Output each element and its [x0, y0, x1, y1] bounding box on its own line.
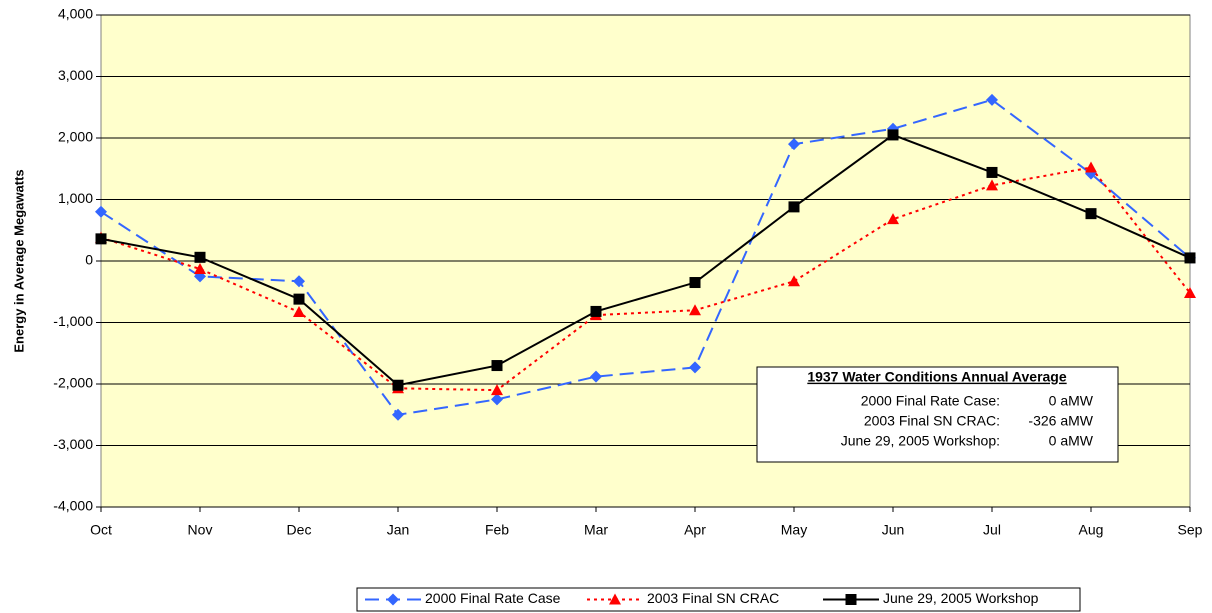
x-tick-label: Apr	[684, 522, 706, 538]
x-tick-label: Nov	[188, 522, 213, 538]
marker	[1184, 286, 1196, 298]
series-line	[100, 133, 1191, 387]
x-tick-label: Dec	[287, 522, 312, 538]
marker	[788, 275, 800, 287]
marker	[887, 213, 899, 225]
marker	[491, 384, 503, 396]
y-axis-label: Energy in Average Megawatts	[11, 169, 26, 352]
marker	[590, 370, 602, 383]
annotation-title: 1937 Water Conditions Annual Average	[807, 369, 1067, 385]
annotation-value: 0 aMW	[1049, 393, 1094, 409]
x-tick-label: Sep	[1178, 522, 1203, 538]
annotation-label: 2000 Final Rate Case:	[861, 393, 1000, 409]
y-tick-label: 1,000	[58, 190, 93, 206]
annotation-value: 0 aMW	[1049, 433, 1094, 449]
y-tick-label: -1,000	[53, 313, 93, 329]
marker	[986, 179, 998, 191]
marker	[95, 233, 107, 245]
marker	[590, 305, 602, 317]
y-tick-label: -2,000	[53, 375, 93, 391]
marker	[293, 275, 305, 288]
marker	[788, 138, 800, 151]
marker	[788, 201, 800, 213]
marker	[387, 593, 399, 606]
marker	[887, 129, 899, 141]
legend-label: 2000 Final Rate Case	[425, 590, 561, 606]
y-tick-label: -4,000	[53, 498, 93, 514]
marker	[293, 293, 305, 305]
marker	[293, 306, 305, 318]
annotation-value: -326 aMW	[1028, 413, 1093, 429]
series-line	[100, 166, 1191, 392]
marker	[986, 93, 998, 106]
marker	[689, 304, 701, 316]
y-tick-label: -3,000	[53, 436, 93, 452]
x-tick-label: Jun	[882, 522, 905, 538]
x-tick-label: Jul	[983, 522, 1001, 538]
y-tick-label: 0	[85, 252, 93, 268]
marker	[1184, 252, 1196, 264]
x-tick-label: Aug	[1079, 522, 1104, 538]
marker	[689, 361, 701, 374]
marker	[194, 262, 206, 274]
x-tick-label: Feb	[485, 522, 509, 538]
y-tick-label: 4,000	[58, 6, 93, 22]
x-tick-label: Jan	[387, 522, 410, 538]
series-line	[100, 98, 1191, 416]
marker	[609, 593, 621, 605]
x-tick-label: Mar	[584, 522, 608, 538]
y-tick-label: 3,000	[58, 67, 93, 83]
annotation-label: June 29, 2005 Workshop:	[841, 433, 1000, 449]
legend	[356, 587, 1081, 612]
marker	[845, 594, 857, 605]
legend-label: June 29, 2005 Workshop	[883, 590, 1039, 606]
annotation-box	[756, 366, 1119, 463]
marker	[392, 408, 404, 421]
marker	[1085, 161, 1097, 173]
marker	[491, 360, 503, 372]
marker	[194, 251, 206, 263]
marker	[491, 393, 503, 406]
marker	[1085, 208, 1097, 220]
marker	[689, 277, 701, 289]
annotation-label: 2003 Final SN CRAC:	[864, 413, 1000, 429]
y-tick-label: 2,000	[58, 129, 93, 145]
marker	[95, 205, 107, 218]
legend-label: 2003 Final SN CRAC	[647, 590, 779, 606]
marker	[986, 166, 998, 178]
marker	[392, 379, 404, 391]
x-tick-label: May	[781, 522, 807, 538]
x-tick-label: Oct	[90, 522, 112, 538]
